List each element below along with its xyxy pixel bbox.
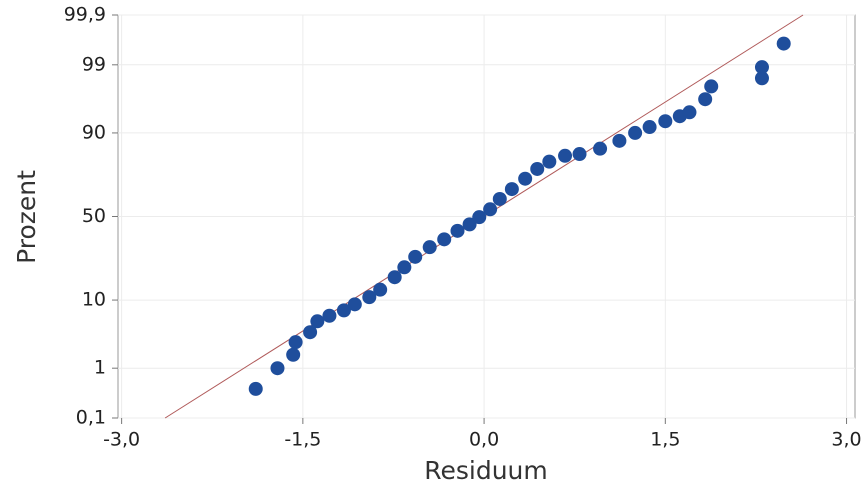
y-tick-label: 99	[82, 53, 106, 75]
data-point	[336, 303, 351, 318]
data-point	[483, 202, 498, 217]
data-point	[504, 182, 519, 197]
data-point	[530, 161, 545, 176]
data-point	[322, 308, 337, 323]
data-point	[347, 297, 362, 312]
data-point	[462, 217, 477, 232]
y-tick-label: 0,1	[76, 407, 106, 429]
y-tick-label: 10	[82, 289, 106, 311]
data-point	[286, 347, 301, 362]
data-point	[704, 79, 719, 94]
data-point	[310, 314, 325, 329]
y-tick-label: 99,9	[64, 4, 106, 26]
data-point	[373, 282, 388, 297]
data-point	[642, 120, 657, 135]
data-point	[682, 105, 697, 120]
x-tick-label: -1,5	[284, 429, 321, 451]
x-tick-label: 1,5	[650, 429, 680, 451]
data-point	[612, 133, 627, 148]
data-point	[397, 260, 412, 275]
data-point	[437, 232, 452, 247]
data-point	[628, 125, 643, 140]
data-point	[288, 335, 303, 350]
data-point	[408, 249, 423, 264]
x-tick-label: -3,0	[103, 429, 140, 451]
data-point	[303, 325, 318, 340]
x-tick-label: 3,0	[831, 429, 861, 451]
x-axis-title: Residuum	[424, 456, 548, 485]
x-tick-label: 0,0	[469, 429, 499, 451]
data-point	[422, 240, 437, 255]
data-point	[593, 141, 608, 156]
y-tick-label: 50	[82, 205, 106, 227]
data-point	[754, 60, 769, 75]
y-tick-label: 90	[82, 121, 106, 143]
y-tick-label: 1	[94, 357, 106, 379]
data-point	[492, 191, 507, 206]
data-point	[658, 114, 673, 129]
data-point	[572, 147, 587, 162]
data-point	[362, 290, 377, 305]
y-axis-title: Prozent	[12, 170, 41, 264]
data-point	[387, 270, 402, 285]
data-point	[472, 210, 487, 225]
data-point	[558, 148, 573, 163]
data-point	[450, 223, 465, 238]
data-point	[698, 92, 713, 107]
data-point	[270, 361, 285, 376]
data-point	[542, 154, 557, 169]
data-point	[776, 36, 791, 51]
data-point	[518, 171, 533, 186]
data-point	[248, 381, 263, 396]
data-point	[754, 71, 769, 86]
